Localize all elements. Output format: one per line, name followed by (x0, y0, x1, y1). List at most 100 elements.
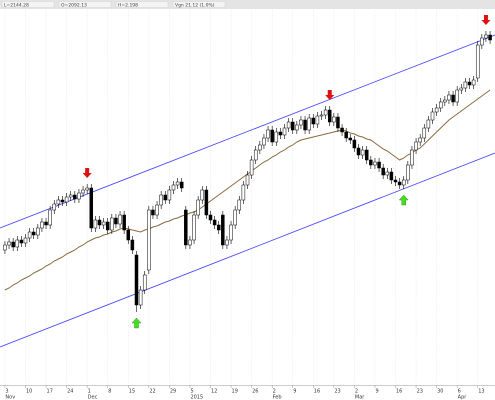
candle-body (340, 127, 344, 133)
candle-body (221, 214, 225, 246)
candle-body (369, 159, 373, 166)
candle-body (401, 179, 406, 186)
candle-body (110, 217, 114, 231)
x-tick-label: 1 (88, 389, 91, 395)
candle-body (245, 174, 250, 186)
candle-body (484, 34, 488, 39)
candle-body (430, 111, 435, 121)
candle-body (27, 231, 32, 239)
candle-body (159, 194, 163, 206)
candle-body (155, 204, 159, 216)
candle-body (11, 241, 15, 248)
candle-body (249, 159, 254, 176)
sell-arrow (325, 90, 335, 100)
candle-body (373, 161, 377, 166)
header-field: H=2.198 (118, 2, 138, 8)
candle-body (114, 217, 118, 225)
x-tick-label: 16 (396, 389, 402, 395)
x-tick-label: 8 (108, 389, 111, 395)
month-label: Apr (458, 395, 468, 400)
candle-body (40, 221, 44, 229)
candle-body (196, 199, 200, 216)
month-label: Mar (355, 395, 365, 400)
candle-body (410, 149, 414, 166)
x-tick-label: 24 (67, 389, 73, 395)
candle-body (105, 221, 110, 231)
candle-body (262, 137, 266, 146)
candle-body (451, 94, 455, 103)
candle-body (93, 219, 98, 229)
candle-body (31, 231, 36, 236)
x-tick-label: 29 (170, 389, 176, 395)
x-tick-label: 19 (232, 389, 238, 395)
candle-body (52, 203, 57, 211)
candle-body (406, 164, 410, 181)
header-field-box (115, 1, 169, 8)
month-label: Feb (273, 395, 282, 400)
candle-body (241, 184, 246, 201)
candle-body (455, 89, 459, 103)
x-tick-label: 6 (458, 389, 461, 395)
candle-body (184, 209, 188, 246)
candle-body (77, 192, 81, 200)
candle-body (385, 171, 390, 176)
sell-arrow (82, 168, 92, 178)
candle-body (138, 289, 143, 306)
month-label: Dec (88, 395, 98, 400)
candle-body (118, 214, 122, 225)
candle-body (225, 239, 229, 246)
buy-arrow (131, 317, 142, 329)
channel-line (0, 34, 495, 229)
candle-body (332, 116, 336, 123)
candle-body (23, 237, 28, 244)
candle-body (147, 209, 151, 271)
candle-body (393, 179, 398, 183)
candle-body (397, 181, 402, 186)
candle-body (126, 229, 131, 241)
candle-body (56, 199, 61, 205)
x-tick-label: 23 (417, 389, 423, 395)
candle-body (68, 194, 73, 198)
candle-body (434, 107, 439, 113)
sell-arrow (481, 15, 491, 25)
candle-body (167, 189, 172, 201)
header-field-box (172, 1, 226, 8)
candle-body (48, 209, 52, 226)
candle-body (15, 239, 20, 248)
candle-body (216, 224, 221, 231)
candle-body (344, 131, 348, 139)
candle-body (122, 214, 126, 231)
candle-body (447, 94, 451, 101)
candle-body (438, 101, 443, 109)
candle-body (142, 274, 147, 291)
header-field-box (1, 1, 55, 8)
candle-body (475, 44, 480, 79)
candle-body (418, 137, 422, 143)
moving-average (4, 89, 491, 291)
x-tick-label: 23 (334, 389, 340, 395)
candle-body (266, 129, 270, 139)
candle-body (323, 109, 328, 116)
candle-body (36, 227, 40, 236)
candle-body (311, 117, 316, 125)
candle-body (348, 137, 353, 141)
candle-body (258, 144, 262, 151)
header-field-box (58, 1, 112, 8)
candle-body (315, 115, 320, 125)
candle-body (171, 184, 176, 191)
header-field: Vgn 21.12 (1.0%) (175, 2, 215, 8)
candle-body (89, 187, 94, 229)
candle-body (290, 121, 295, 131)
candle-body (303, 119, 307, 131)
candle-body (175, 181, 180, 186)
buy-arrow (398, 194, 409, 206)
candle-body (212, 219, 217, 226)
x-tick-label: 12 (211, 389, 217, 395)
candle-body (44, 221, 48, 226)
candle-body (471, 79, 476, 86)
candle-body (73, 194, 77, 200)
candle-body (480, 37, 484, 46)
candle-body (422, 127, 427, 139)
